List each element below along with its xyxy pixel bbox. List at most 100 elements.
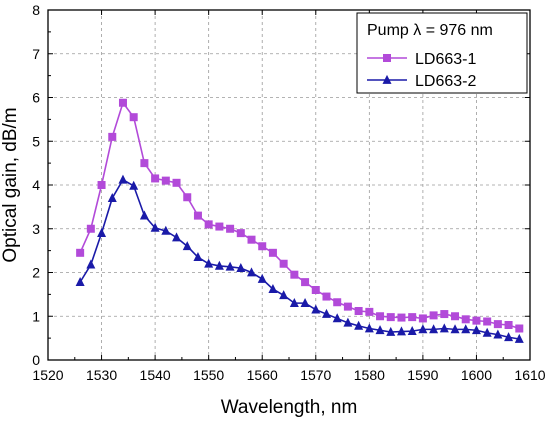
series-ld663-1 <box>76 98 524 333</box>
legend-label: LD663-1 <box>415 51 476 68</box>
data-point-triangle <box>279 290 289 300</box>
y-tick-label: 6 <box>32 90 40 106</box>
data-point-square <box>258 242 267 251</box>
x-tick-label: 1600 <box>461 367 492 383</box>
x-axis-title: Wavelength, nm <box>221 397 358 418</box>
y-tick-label: 4 <box>32 177 40 193</box>
data-point-square <box>268 248 277 257</box>
y-tick-label: 2 <box>32 265 40 281</box>
x-tick-label: 1540 <box>140 367 171 383</box>
data-point-triangle <box>129 180 139 190</box>
data-point-triangle <box>300 297 310 307</box>
x-tick-label: 1570 <box>300 367 331 383</box>
data-point-square <box>215 222 224 231</box>
data-point-triangle <box>386 326 396 336</box>
x-tick-label: 1520 <box>32 367 63 383</box>
x-tick-label: 1550 <box>193 367 224 383</box>
data-point-square <box>376 312 385 321</box>
data-point-triangle <box>161 225 171 235</box>
data-point-square <box>472 316 481 325</box>
data-point-triangle <box>343 317 353 327</box>
data-point-square <box>311 286 320 294</box>
legend-label: LD663-2 <box>415 73 476 90</box>
data-point-square <box>226 224 235 233</box>
data-point-triangle <box>225 261 235 271</box>
axis-ticks: 1520 1530 1540 1550 1560 1570 1580 1590 1600 1610… <box>32 2 546 383</box>
data-point-square <box>204 220 213 229</box>
y-tick-label: 0 <box>32 352 40 368</box>
data-point-triangle <box>311 304 321 314</box>
data-point-triangle <box>471 325 481 335</box>
data-point-square <box>236 229 245 238</box>
data-point-square <box>140 159 149 168</box>
legend-marker <box>383 54 391 62</box>
data-point-triangle <box>118 174 128 184</box>
x-tick-label: 1610 <box>514 367 545 383</box>
series-ld663-2 <box>75 174 524 343</box>
data-point-square <box>343 302 352 311</box>
series-layer <box>75 98 524 343</box>
data-point-triangle <box>364 323 374 333</box>
data-point-triangle <box>482 327 492 337</box>
data-point-triangle <box>375 325 385 335</box>
data-point-square <box>129 113 138 122</box>
data-point-triangle <box>461 324 471 334</box>
data-point-triangle <box>418 324 428 334</box>
data-point-triangle <box>429 324 439 334</box>
data-point-triangle <box>107 192 117 202</box>
legend-marker <box>382 74 392 84</box>
data-point-square <box>493 320 502 329</box>
data-point-square <box>397 313 406 322</box>
data-point-square <box>86 224 95 233</box>
legend-title: Pump λ = 976 nm <box>367 22 493 39</box>
data-point-triangle <box>214 260 224 270</box>
data-point-square <box>365 307 374 316</box>
data-point-square <box>118 98 127 107</box>
data-point-square <box>386 313 395 322</box>
x-tick-label: 1560 <box>247 367 278 383</box>
data-point-triangle <box>236 262 246 272</box>
data-point-square <box>301 278 310 287</box>
data-point-triangle <box>182 241 192 251</box>
data-point-square <box>193 211 202 220</box>
data-point-square <box>515 324 524 333</box>
data-point-triangle <box>268 283 278 293</box>
y-axis-title: Optical gain, dB/m <box>0 107 21 262</box>
x-tick-label: 1580 <box>354 367 385 383</box>
data-point-triangle <box>332 313 342 323</box>
data-point-triangle <box>514 333 524 343</box>
data-point-square <box>451 312 460 321</box>
data-point-square <box>151 174 160 183</box>
y-tick-label: 7 <box>32 46 40 62</box>
x-tick-label: 1590 <box>407 367 438 383</box>
data-point-triangle <box>97 227 107 237</box>
x-tick-label: 1530 <box>86 367 117 383</box>
y-tick-label: 8 <box>32 2 40 18</box>
data-point-triangle <box>289 297 299 307</box>
legend: Pump λ = 976 nm LD663-1 LD663-2 <box>356 12 528 94</box>
data-point-triangle <box>321 308 331 318</box>
data-point-square <box>333 298 342 307</box>
data-point-triangle <box>150 222 160 232</box>
data-point-square <box>504 321 513 329</box>
data-point-square <box>418 314 427 323</box>
data-point-triangle <box>493 329 503 339</box>
data-point-triangle <box>86 259 96 269</box>
y-tick-label: 5 <box>32 133 40 149</box>
data-point-triangle <box>139 210 149 220</box>
data-point-square <box>461 315 470 324</box>
data-point-triangle <box>407 325 417 335</box>
data-point-square <box>429 311 438 320</box>
y-tick-label: 1 <box>32 308 40 324</box>
data-point-square <box>172 178 181 187</box>
data-point-square <box>247 235 256 244</box>
data-point-square <box>108 132 117 141</box>
data-point-triangle <box>204 258 214 268</box>
data-point-triangle <box>354 320 364 330</box>
data-point-triangle <box>247 267 257 277</box>
grid <box>48 10 530 360</box>
data-point-square <box>290 270 299 279</box>
data-point-square <box>76 248 85 257</box>
data-point-square <box>354 307 363 315</box>
data-point-triangle <box>396 326 406 336</box>
